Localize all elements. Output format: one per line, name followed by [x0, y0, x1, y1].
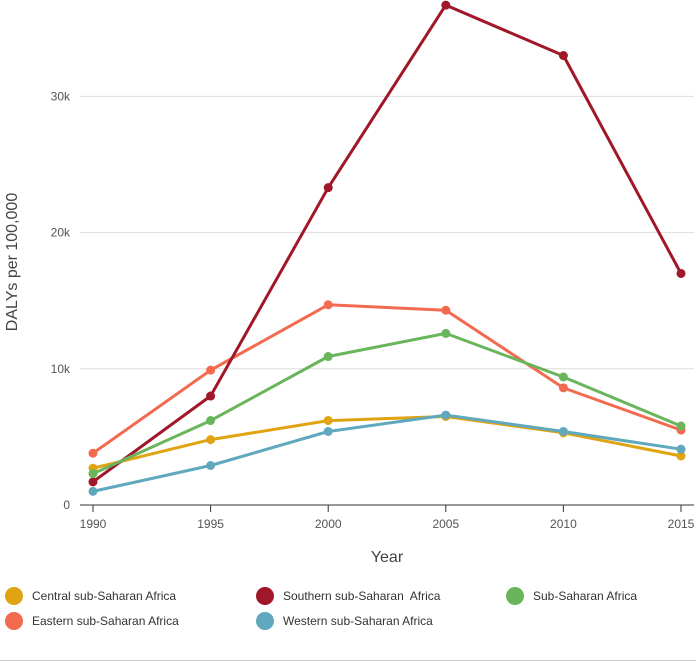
- data-point[interactable]: [206, 365, 216, 375]
- data-point[interactable]: [206, 416, 216, 426]
- series-line-2[interactable]: [91, 3, 683, 484]
- bottom-divider: [0, 660, 696, 661]
- data-point[interactable]: [441, 0, 451, 10]
- data-point[interactable]: [558, 426, 568, 436]
- series-line-3[interactable]: [91, 413, 683, 493]
- data-point[interactable]: [441, 410, 451, 420]
- y-axis-title: DALYs per 100,000: [4, 193, 21, 332]
- data-point[interactable]: [558, 51, 568, 61]
- data-point[interactable]: [206, 391, 216, 401]
- legend-item-eastern[interactable]: Eastern sub-Saharan Africa: [5, 610, 179, 632]
- legend-swatch-central: [5, 587, 23, 605]
- legend-label-sub-saharan: Sub-Saharan Africa: [533, 589, 638, 603]
- data-point[interactable]: [676, 421, 686, 431]
- data-point[interactable]: [88, 469, 98, 479]
- series-line-1[interactable]: [91, 303, 683, 455]
- data-point[interactable]: [88, 448, 98, 458]
- x-tick-label: 2010: [550, 517, 577, 531]
- series-points: [88, 0, 686, 496]
- y-tick-label: 0: [63, 498, 70, 512]
- data-point[interactable]: [323, 300, 333, 310]
- line-chart: 0 10k 20k 30k 1990 1995 2000 2005 2010 2015 Year…: [4, 0, 695, 566]
- x-axis-title: Year: [371, 549, 404, 566]
- x-tick-label: 2015: [668, 517, 695, 531]
- legend-swatch-eastern: [5, 612, 23, 630]
- data-point[interactable]: [441, 328, 451, 338]
- legend-item-central[interactable]: Central sub-Saharan Africa: [5, 585, 176, 607]
- x-tick-label: 1995: [197, 517, 224, 531]
- data-point[interactable]: [676, 451, 686, 461]
- data-point[interactable]: [676, 268, 686, 278]
- data-point[interactable]: [88, 477, 98, 487]
- x-tick-label: 2005: [432, 517, 459, 531]
- series-lines: [91, 3, 683, 493]
- legend-item-southern[interactable]: Southern sub-Saharan Africa: [256, 585, 440, 607]
- data-point[interactable]: [206, 461, 216, 471]
- gridlines: [80, 95, 694, 370]
- y-tick-label: 10k: [51, 362, 71, 376]
- data-point[interactable]: [323, 352, 333, 362]
- data-point[interactable]: [558, 372, 568, 382]
- y-tick-label: 30k: [51, 89, 71, 103]
- y-tick-label: 20k: [51, 226, 71, 240]
- data-point[interactable]: [206, 435, 216, 445]
- legend-label-western: Western sub-Saharan Africa: [283, 614, 433, 628]
- data-point[interactable]: [323, 416, 333, 426]
- series-line-4[interactable]: [91, 331, 683, 476]
- legend-item-western[interactable]: Western sub-Saharan Africa: [256, 610, 433, 632]
- series-line-0[interactable]: [91, 415, 683, 470]
- legend-label-southern: Southern sub-Saharan Africa: [283, 589, 441, 603]
- x-tick-label: 2000: [315, 517, 342, 531]
- data-point[interactable]: [441, 305, 451, 315]
- y-axis-ticks: 0 10k 20k 30k: [51, 89, 71, 512]
- legend-label-eastern: Eastern sub-Saharan Africa: [32, 614, 179, 628]
- data-point[interactable]: [88, 486, 98, 496]
- data-point[interactable]: [676, 444, 686, 454]
- legend: Central sub-Saharan Africa Eastern sub-S…: [0, 582, 696, 632]
- legend-swatch-sub-saharan: [506, 587, 524, 605]
- x-axis: 1990 1995 2000 2005 2010 2015: [80, 504, 695, 531]
- legend-label-central: Central sub-Saharan Africa: [32, 589, 177, 603]
- data-point[interactable]: [558, 383, 568, 393]
- legend-swatch-southern: [256, 587, 274, 605]
- x-tick-label: 1990: [80, 517, 107, 531]
- data-point[interactable]: [323, 426, 333, 436]
- legend-swatch-western: [256, 612, 274, 630]
- legend-item-sub-saharan[interactable]: Sub-Saharan Africa: [506, 585, 637, 607]
- data-point[interactable]: [323, 183, 333, 193]
